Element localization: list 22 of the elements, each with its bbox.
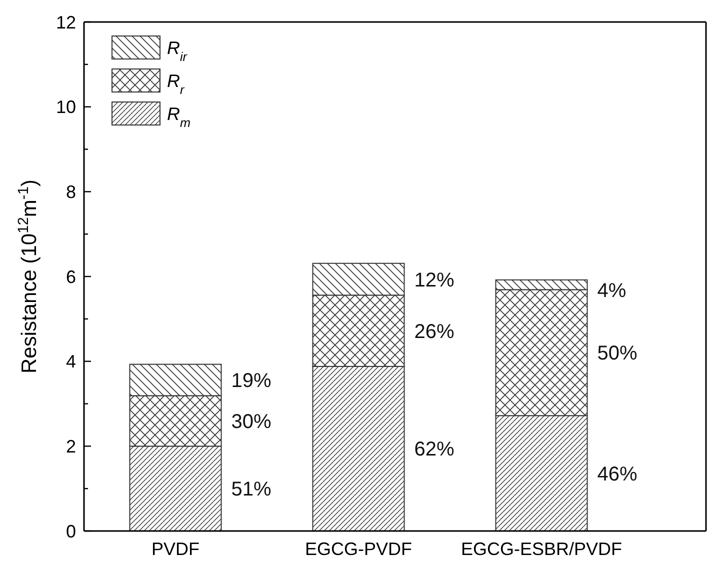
y-tick-label: 6: [66, 266, 76, 287]
y-tick-label: 2: [66, 436, 76, 456]
annotation: 19%: [231, 370, 272, 392]
x-tick-label: PVDF: [151, 539, 200, 559]
y-tick-label: 4: [66, 352, 76, 372]
annotation: 12%: [414, 269, 454, 292]
x-tick-label: EGCG-PVDF: [304, 539, 412, 559]
x-tick-label: EGCG-ESBR/PVDF: [460, 539, 622, 559]
y-tick-label: 12: [56, 12, 76, 32]
y-tick-label: 0: [66, 521, 76, 542]
annotation: 46%: [597, 463, 638, 486]
annotation: 26%: [414, 320, 454, 343]
annotation: 50%: [597, 342, 638, 365]
legend-label: R$_{r}$: [167, 71, 185, 97]
legend-label: R$_{ir}$: [167, 38, 188, 64]
annotation: 30%: [231, 410, 272, 433]
annotation: 4%: [597, 280, 626, 302]
legend-label: R$_{m}$: [167, 104, 190, 130]
annotation: 62%: [414, 438, 454, 461]
y-tick-label: 8: [66, 182, 76, 202]
y-tick-label: 10: [56, 97, 76, 118]
annotation: 51%: [231, 478, 272, 501]
